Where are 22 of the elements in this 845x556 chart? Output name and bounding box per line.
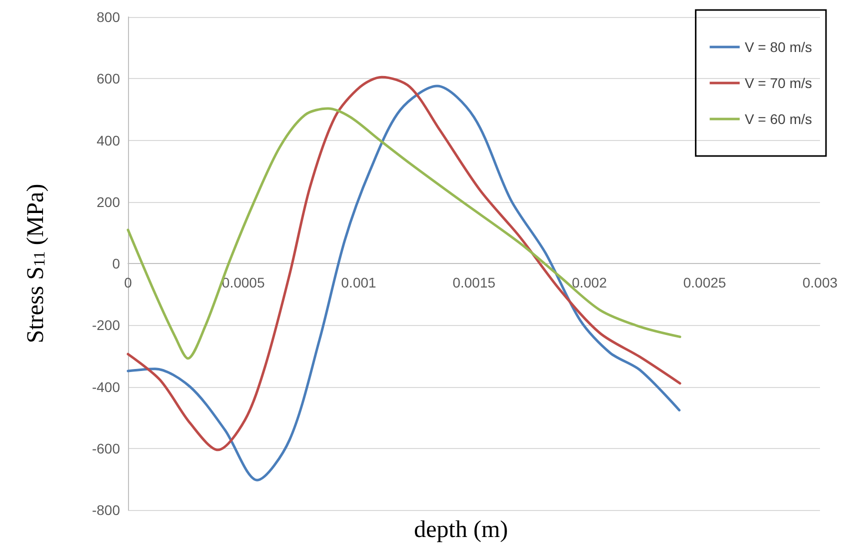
y-tick-label: -800 bbox=[92, 502, 120, 518]
y-axis-title: Stress S11 (MPa) bbox=[23, 184, 49, 344]
x-tick-label: 0.002 bbox=[572, 274, 608, 290]
line-series bbox=[126, 107, 682, 360]
y-tick-label: 800 bbox=[96, 9, 120, 25]
y-tick-label: -600 bbox=[92, 440, 120, 456]
x-tick-label: 0.003 bbox=[802, 274, 838, 290]
y-tick-label: 600 bbox=[96, 70, 120, 87]
x-axis-title: depth (m) bbox=[414, 517, 508, 543]
x-tick-label: 0.0005 bbox=[222, 274, 265, 290]
y-tick-label: -400 bbox=[92, 378, 120, 395]
legend-label: V = 70 m/s bbox=[744, 75, 812, 91]
legend-label: V = 60 m/s bbox=[744, 111, 812, 127]
y-tick-label: 400 bbox=[96, 132, 120, 148]
y-tick-label: 200 bbox=[96, 194, 120, 210]
x-tick-label: 0.0015 bbox=[452, 274, 496, 290]
legend-label: V = 80 m/s bbox=[744, 39, 812, 55]
x-tick-label: 0 bbox=[124, 274, 132, 290]
y-tick-label: -200 bbox=[92, 317, 120, 334]
y-tick-label: 0 bbox=[112, 256, 120, 272]
x-tick-label: 0.0025 bbox=[683, 274, 726, 290]
x-tick-label: 0.001 bbox=[341, 274, 376, 290]
